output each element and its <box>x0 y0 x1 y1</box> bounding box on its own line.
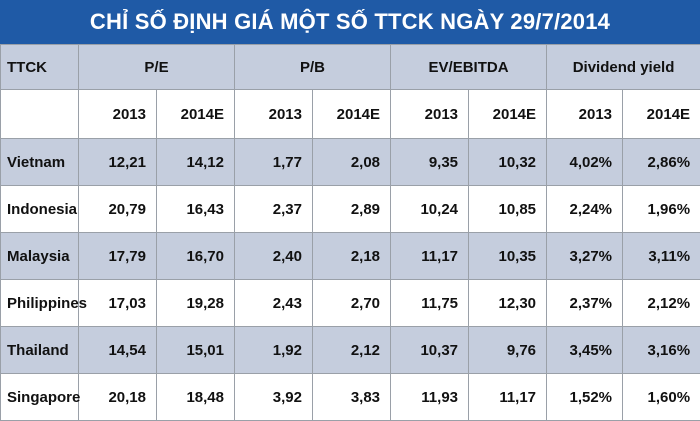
table-cell: 2,12% <box>623 280 700 327</box>
table-cell: 2,08 <box>313 139 391 186</box>
country-name: Indonesia <box>1 186 79 233</box>
table-cell: 2,70 <box>313 280 391 327</box>
table-cell: 1,77 <box>235 139 313 186</box>
table-cell: 17,79 <box>79 233 157 280</box>
table-cell: 1,60% <box>623 374 700 421</box>
year-header: 2014E <box>313 90 391 139</box>
table-cell: 10,37 <box>391 327 469 374</box>
table-cell: 2,24% <box>547 186 623 233</box>
table-cell: 1,52% <box>547 374 623 421</box>
table-cell: 18,48 <box>157 374 235 421</box>
dividend-yield-header: Dividend yield <box>547 45 700 90</box>
table-cell: 10,35 <box>469 233 547 280</box>
table-cell: 11,93 <box>391 374 469 421</box>
table-cell: 10,85 <box>469 186 547 233</box>
table-cell: 12,30 <box>469 280 547 327</box>
table-title: CHỈ SỐ ĐỊNH GIÁ MỘT SỐ TTCK NGÀY 29/7/20… <box>0 0 700 44</box>
country-name: Philippines <box>1 280 79 327</box>
table-cell: 11,17 <box>391 233 469 280</box>
table-cell: 19,28 <box>157 280 235 327</box>
table-row: Philippines 17,03 19,28 2,43 2,70 11,75 … <box>1 280 700 327</box>
table-cell: 15,01 <box>157 327 235 374</box>
country-name: Vietnam <box>1 139 79 186</box>
table-row: Indonesia 20,79 16,43 2,37 2,89 10,24 10… <box>1 186 700 233</box>
table-cell: 9,35 <box>391 139 469 186</box>
table-cell: 14,12 <box>157 139 235 186</box>
table-row: Malaysia 17,79 16,70 2,40 2,18 11,17 10,… <box>1 233 700 280</box>
pe-header: P/E <box>79 45 235 90</box>
table-cell: 3,16% <box>623 327 700 374</box>
table-cell: 2,12 <box>313 327 391 374</box>
table-cell: 2,37 <box>235 186 313 233</box>
table-cell: 16,70 <box>157 233 235 280</box>
table-cell: 3,27% <box>547 233 623 280</box>
country-name: Singapore <box>1 374 79 421</box>
table-cell: 11,17 <box>469 374 547 421</box>
ttck-header: TTCK <box>1 45 79 90</box>
table-cell: 20,79 <box>79 186 157 233</box>
table-cell: 2,89 <box>313 186 391 233</box>
table-cell: 10,24 <box>391 186 469 233</box>
table-row: Vietnam 12,21 14,12 1,77 2,08 9,35 10,32… <box>1 139 700 186</box>
table-cell: 17,03 <box>79 280 157 327</box>
year-header: 2013 <box>547 90 623 139</box>
table-cell: 3,45% <box>547 327 623 374</box>
table-cell: 12,21 <box>79 139 157 186</box>
year-header-blank <box>1 90 79 139</box>
country-name: Thailand <box>1 327 79 374</box>
table-cell: 11,75 <box>391 280 469 327</box>
table-cell: 3,83 <box>313 374 391 421</box>
table-cell: 16,43 <box>157 186 235 233</box>
table-cell: 2,37% <box>547 280 623 327</box>
year-header: 2013 <box>79 90 157 139</box>
table-row: Singapore 20,18 18,48 3,92 3,83 11,93 11… <box>1 374 700 421</box>
country-name: Malaysia <box>1 233 79 280</box>
year-header: 2014E <box>157 90 235 139</box>
group-header-row: TTCK P/E P/B EV/EBITDA Dividend yield <box>1 45 700 90</box>
table-cell: 1,92 <box>235 327 313 374</box>
year-header: 2014E <box>623 90 700 139</box>
table-cell: 20,18 <box>79 374 157 421</box>
ev-ebitda-header: EV/EBITDA <box>391 45 547 90</box>
table-cell: 2,40 <box>235 233 313 280</box>
pb-header: P/B <box>235 45 391 90</box>
table-cell: 14,54 <box>79 327 157 374</box>
valuation-table: TTCK P/E P/B EV/EBITDA Dividend yield 20… <box>0 44 700 421</box>
table-cell: 10,32 <box>469 139 547 186</box>
table-cell: 3,92 <box>235 374 313 421</box>
table-cell: 2,18 <box>313 233 391 280</box>
table-cell: 4,02% <box>547 139 623 186</box>
year-header: 2014E <box>469 90 547 139</box>
table-cell: 9,76 <box>469 327 547 374</box>
table-cell: 3,11% <box>623 233 700 280</box>
year-header: 2013 <box>235 90 313 139</box>
year-header-row: 2013 2014E 2013 2014E 2013 2014E 2013 20… <box>1 90 700 139</box>
table-cell: 2,43 <box>235 280 313 327</box>
table-cell: 1,96% <box>623 186 700 233</box>
year-header: 2013 <box>391 90 469 139</box>
table-cell: 2,86% <box>623 139 700 186</box>
table-row: Thailand 14,54 15,01 1,92 2,12 10,37 9,7… <box>1 327 700 374</box>
